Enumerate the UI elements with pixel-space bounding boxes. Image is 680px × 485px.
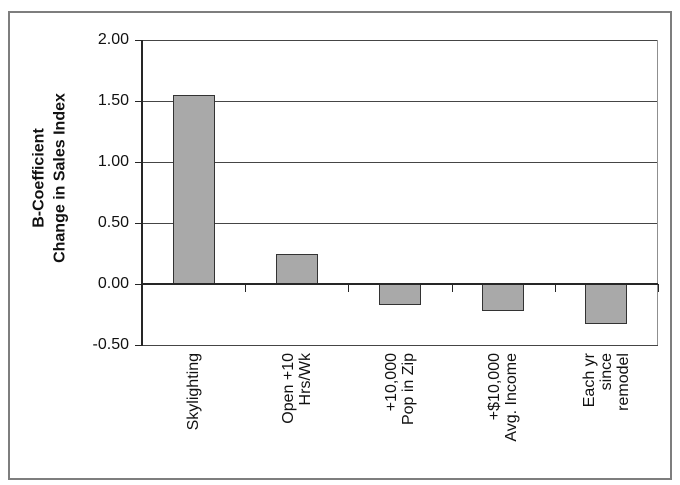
y-tick-label: -0.50 [92, 336, 129, 353]
y-axis-tick [135, 345, 142, 346]
x-category-label: Open +10 Hrs/Wk [279, 353, 314, 424]
y-axis-tick [135, 40, 142, 41]
x-axis-tick [142, 284, 143, 292]
y-axis-tick [135, 223, 142, 224]
gridline [142, 101, 658, 102]
y-tick-label: 1.50 [97, 92, 129, 109]
bar [482, 284, 525, 311]
y-axis-line [141, 40, 143, 346]
y-tick-label: 0.50 [97, 214, 129, 231]
y-axis-tick [135, 162, 142, 163]
x-category-label: +10,000 Pop in Zip [383, 353, 417, 426]
bar [275, 253, 318, 284]
x-category-label: Skylighting [185, 353, 203, 431]
plot-area [142, 40, 658, 346]
y-tick-label: 0.00 [97, 275, 129, 292]
gridline [142, 345, 658, 346]
bar [379, 284, 421, 305]
x-category-label: +$10,000 Avg. Income [486, 353, 521, 442]
zero-axis-line [142, 283, 658, 285]
y-tick-label: 2.00 [97, 31, 129, 48]
x-axis-tick [658, 284, 659, 292]
x-axis-tick [554, 284, 556, 292]
gridline [142, 223, 658, 224]
y-tick-label: 1.00 [97, 153, 129, 170]
x-axis-tick [348, 284, 350, 292]
x-category-label: Each yr since remodel [580, 353, 632, 411]
y-axis-title: B-Coefficient Change in Sales Index [30, 93, 69, 263]
bar [585, 284, 628, 325]
chart-outer-border [8, 11, 672, 480]
gridline [142, 162, 658, 163]
gridline [142, 40, 658, 41]
x-axis-tick [245, 284, 247, 292]
plot-right-border [657, 40, 658, 345]
x-axis-tick [451, 284, 453, 292]
y-axis-tick [135, 101, 142, 102]
y-axis-tick [135, 284, 142, 285]
bar [172, 94, 215, 284]
